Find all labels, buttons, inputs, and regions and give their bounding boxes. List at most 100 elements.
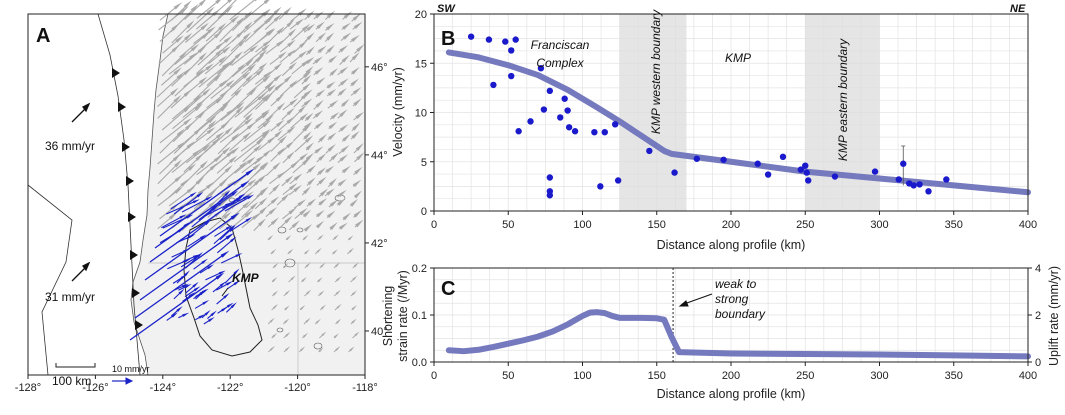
gray-velocity-arrow-head — [215, 0, 221, 5]
gray-velocity-arrow-head — [318, 198, 328, 206]
gray-velocity-arrow-head — [299, 152, 309, 161]
gray-velocity-arrow-shaft — [156, 75, 181, 98]
blue-velocity-arrow-head — [179, 214, 187, 219]
gray-velocity-arrow-head — [318, 133, 328, 142]
velocity-point — [601, 129, 608, 136]
gray-velocity-arrow-head — [289, 182, 298, 191]
gray-velocity-arrow-shaft — [229, 135, 248, 152]
gray-velocity-arrow-head — [283, 6, 292, 15]
velocity-ytick-label: 10 — [415, 108, 427, 120]
gps-arrows-blue — [129, 168, 255, 341]
velocity-xtick-label: 350 — [945, 219, 963, 231]
gray-velocity-arrow-head — [355, 111, 365, 120]
gray-velocity-arrow-head — [293, 184, 303, 193]
gray-velocity-arrow-head — [202, 143, 211, 152]
gray-velocity-arrow-shaft — [208, 215, 228, 231]
gray-velocity-arrow-shaft — [230, 77, 250, 97]
blue-velocity-arrow-head — [221, 306, 228, 312]
blue-velocity-arrow-head — [245, 217, 253, 222]
gray-velocity-arrow-head — [207, 115, 217, 124]
gray-velocity-arrow-head — [179, 6, 189, 14]
blue-velocity-arrow-head — [226, 302, 234, 308]
velocity-point — [502, 38, 509, 45]
blue-velocity-arrow-head — [184, 283, 192, 289]
gray-velocity-arrow-head — [342, 22, 351, 30]
gray-velocity-arrow-head — [277, 102, 286, 111]
gray-velocity-arrow-head — [333, 333, 339, 339]
gray-velocity-arrow-shaft — [221, 164, 244, 184]
blue-velocity-arrow-shaft — [214, 226, 230, 237]
blue-velocity-arrow-shaft — [219, 227, 233, 241]
blue-velocity-arrow-shaft — [176, 235, 192, 244]
blue-velocity-arrow-head — [230, 236, 237, 243]
gray-velocity-arrow-head — [327, 210, 336, 218]
blue-velocity-arrow-shaft — [205, 203, 229, 217]
region-label-western-boundary: KMP western boundary — [649, 9, 663, 134]
gray-velocity-arrow-head — [321, 331, 327, 337]
gray-velocity-arrow-head — [302, 332, 309, 338]
strain-ylabel-line2: strain rate (/Myr) — [396, 270, 410, 362]
gray-velocity-arrow-head — [339, 44, 349, 53]
gray-velocity-arrow-head — [352, 179, 362, 188]
gray-velocity-arrow-head — [320, 262, 326, 268]
gray-velocity-arrow-head — [245, 58, 254, 67]
scale-bar — [55, 363, 96, 368]
gray-velocity-arrow-head — [286, 19, 295, 28]
gray-velocity-arrow-head — [284, 305, 290, 311]
gray-velocity-arrow-head — [348, 247, 354, 253]
gray-velocity-arrow-head — [255, 54, 264, 63]
gray-velocity-arrow-shaft — [241, 58, 260, 74]
gray-velocity-arrow-head — [348, 235, 354, 241]
velocity-point — [779, 153, 787, 161]
gray-velocity-arrow-head — [186, 20, 195, 29]
map-panel: 36 mm/yr 31 mm/yr KMP 100 km 10 mm/yr A … — [15, 0, 388, 394]
strain-xtick-label: 100 — [573, 370, 591, 382]
velocity-point — [720, 156, 727, 163]
blue-velocity-arrow-head — [219, 281, 227, 287]
gray-velocity-arrow-head — [338, 87, 347, 96]
gray-velocity-arrow-head — [355, 143, 364, 152]
subduction-teeth — [112, 68, 143, 330]
gray-velocity-arrow-head — [238, 38, 247, 47]
gray-velocity-arrow-head — [206, 126, 216, 135]
blue-velocity-arrow-head — [211, 205, 219, 212]
gray-velocity-arrow-head — [318, 152, 327, 161]
gray-velocity-arrow-head — [339, 154, 349, 162]
blue-velocity-arrow-shaft — [139, 235, 230, 301]
gray-velocity-arrow-head — [271, 248, 277, 254]
strain-xtick-label: 250 — [796, 370, 814, 382]
blue-velocity-arrow-head — [204, 309, 211, 316]
gray-velocity-arrow-head — [352, 13, 362, 21]
gray-velocity-arrow-head — [301, 23, 311, 32]
gray-velocity-arrow-shaft — [230, 35, 248, 52]
gray-velocity-arrow-shaft — [229, 66, 253, 88]
blue-velocity-arrow-head — [225, 232, 235, 240]
gray-velocity-arrow-head — [221, 189, 230, 197]
gray-velocity-arrow-head — [265, 81, 275, 90]
strain-xtick-label: 200 — [722, 370, 740, 382]
gray-velocity-arrow-head — [291, 220, 300, 229]
uplift-ytick-label: 0 — [1035, 357, 1041, 369]
gray-velocity-arrow-head — [267, 84, 277, 92]
gray-velocity-arrow-head — [258, 174, 267, 182]
map-axis-ticks: -128° -126° -124° -122° -120° -118° 40° 42° 44° 4… — [15, 62, 388, 394]
gray-velocity-arrow-head — [355, 219, 364, 228]
gray-velocity-arrow-head — [261, 44, 271, 52]
gray-velocity-arrow-head — [247, 122, 256, 130]
gray-velocity-arrow-head — [248, 63, 257, 72]
velocity-ytick-label: 15 — [415, 58, 427, 70]
gray-velocity-arrow-head — [300, 346, 306, 352]
gray-velocity-arrow-head — [305, 56, 315, 65]
gray-velocity-arrow-head — [319, 290, 325, 296]
gray-velocity-arrow-head — [270, 196, 280, 204]
gray-velocity-arrow-head — [173, 67, 182, 75]
strain-xtick-label: 300 — [870, 370, 888, 382]
gray-velocity-arrow-head — [190, 3, 199, 12]
gray-velocity-arrow-head — [197, 110, 206, 119]
gray-velocity-arrow-head — [290, 275, 296, 281]
map-xtick-label: -126° — [82, 382, 108, 394]
gray-velocity-arrow-head — [342, 32, 352, 40]
strain-rate-line — [445, 309, 1031, 360]
gray-velocity-arrow-head — [342, 165, 351, 174]
gray-velocity-arrow-shaft — [161, 54, 184, 77]
